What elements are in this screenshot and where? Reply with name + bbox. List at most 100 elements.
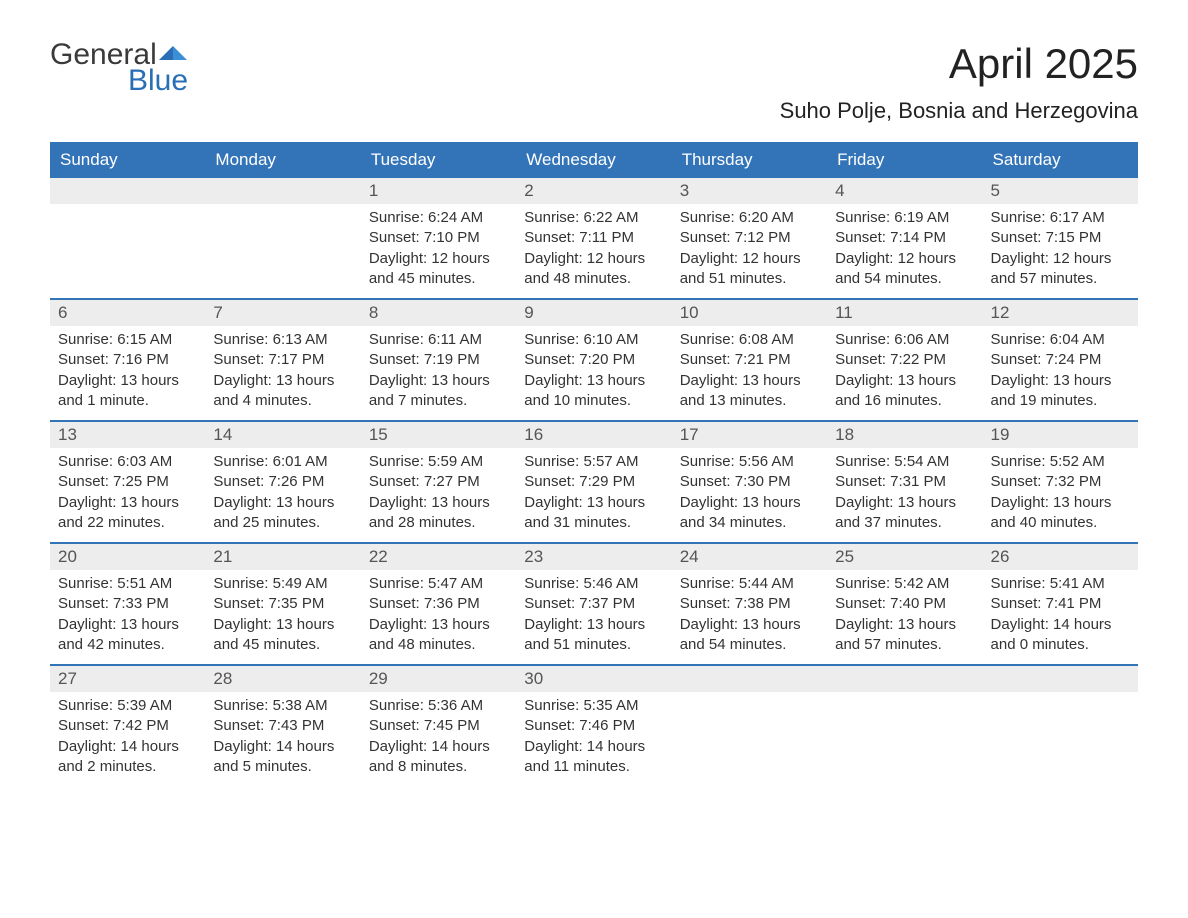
day-cell: 13Sunrise: 6:03 AMSunset: 7:25 PMDayligh… [50, 422, 205, 542]
day-body: Sunrise: 5:51 AMSunset: 7:33 PMDaylight:… [50, 570, 205, 663]
day-cell: 17Sunrise: 5:56 AMSunset: 7:30 PMDayligh… [672, 422, 827, 542]
day-number: 24 [672, 544, 827, 570]
sunrise-text: Sunrise: 5:54 AM [835, 452, 974, 472]
week-row: 27Sunrise: 5:39 AMSunset: 7:42 PMDayligh… [50, 664, 1138, 786]
sunrise-text: Sunrise: 6:24 AM [369, 208, 508, 228]
day-body: Sunrise: 5:47 AMSunset: 7:36 PMDaylight:… [361, 570, 516, 663]
sunrise-text: Sunrise: 5:36 AM [369, 696, 508, 716]
day-body: Sunrise: 6:11 AMSunset: 7:19 PMDaylight:… [361, 326, 516, 419]
sunset-text: Sunset: 7:33 PM [58, 594, 197, 614]
daylight-text: Daylight: 13 hours and 22 minutes. [58, 493, 197, 534]
day-cell: 4Sunrise: 6:19 AMSunset: 7:14 PMDaylight… [827, 178, 982, 298]
daylight-text: Daylight: 13 hours and 51 minutes. [524, 615, 663, 656]
day-number: 10 [672, 300, 827, 326]
day-body: Sunrise: 5:44 AMSunset: 7:38 PMDaylight:… [672, 570, 827, 663]
sunrise-text: Sunrise: 5:52 AM [991, 452, 1130, 472]
day-cell: 23Sunrise: 5:46 AMSunset: 7:37 PMDayligh… [516, 544, 671, 664]
sunset-text: Sunset: 7:41 PM [991, 594, 1130, 614]
day-body: Sunrise: 5:59 AMSunset: 7:27 PMDaylight:… [361, 448, 516, 541]
day-body: Sunrise: 6:20 AMSunset: 7:12 PMDaylight:… [672, 204, 827, 297]
day-cell: 6Sunrise: 6:15 AMSunset: 7:16 PMDaylight… [50, 300, 205, 420]
sunset-text: Sunset: 7:14 PM [835, 228, 974, 248]
sunset-text: Sunset: 7:12 PM [680, 228, 819, 248]
sunrise-text: Sunrise: 5:39 AM [58, 696, 197, 716]
weeks-container: 1Sunrise: 6:24 AMSunset: 7:10 PMDaylight… [50, 178, 1138, 786]
day-body: Sunrise: 5:36 AMSunset: 7:45 PMDaylight:… [361, 692, 516, 785]
day-body: Sunrise: 6:08 AMSunset: 7:21 PMDaylight:… [672, 326, 827, 419]
logo-text-2: Blue [128, 66, 188, 96]
sunrise-text: Sunrise: 5:38 AM [213, 696, 352, 716]
sunset-text: Sunset: 7:29 PM [524, 472, 663, 492]
day-body: Sunrise: 6:19 AMSunset: 7:14 PMDaylight:… [827, 204, 982, 297]
day-cell: 16Sunrise: 5:57 AMSunset: 7:29 PMDayligh… [516, 422, 671, 542]
daylight-text: Daylight: 14 hours and 8 minutes. [369, 737, 508, 778]
daylight-text: Daylight: 13 hours and 7 minutes. [369, 371, 508, 412]
day-number: 25 [827, 544, 982, 570]
day-body: Sunrise: 5:57 AMSunset: 7:29 PMDaylight:… [516, 448, 671, 541]
daylight-text: Daylight: 13 hours and 10 minutes. [524, 371, 663, 412]
sunset-text: Sunset: 7:17 PM [213, 350, 352, 370]
week-row: 1Sunrise: 6:24 AMSunset: 7:10 PMDaylight… [50, 178, 1138, 298]
daylight-text: Daylight: 13 hours and 25 minutes. [213, 493, 352, 534]
sunset-text: Sunset: 7:22 PM [835, 350, 974, 370]
day-number: 5 [983, 178, 1138, 204]
sunset-text: Sunset: 7:31 PM [835, 472, 974, 492]
sunrise-text: Sunrise: 5:59 AM [369, 452, 508, 472]
sunset-text: Sunset: 7:21 PM [680, 350, 819, 370]
day-number: 16 [516, 422, 671, 448]
daylight-text: Daylight: 12 hours and 45 minutes. [369, 249, 508, 290]
daylight-text: Daylight: 14 hours and 2 minutes. [58, 737, 197, 778]
day-cell: 15Sunrise: 5:59 AMSunset: 7:27 PMDayligh… [361, 422, 516, 542]
day-number: 15 [361, 422, 516, 448]
day-number [205, 178, 360, 204]
daylight-text: Daylight: 12 hours and 54 minutes. [835, 249, 974, 290]
sunset-text: Sunset: 7:30 PM [680, 472, 819, 492]
sunrise-text: Sunrise: 6:13 AM [213, 330, 352, 350]
day-number: 26 [983, 544, 1138, 570]
day-number: 9 [516, 300, 671, 326]
day-number: 6 [50, 300, 205, 326]
day-body: Sunrise: 5:54 AMSunset: 7:31 PMDaylight:… [827, 448, 982, 541]
day-body: Sunrise: 5:38 AMSunset: 7:43 PMDaylight:… [205, 692, 360, 785]
daylight-text: Daylight: 13 hours and 54 minutes. [680, 615, 819, 656]
day-number: 17 [672, 422, 827, 448]
day-body: Sunrise: 5:35 AMSunset: 7:46 PMDaylight:… [516, 692, 671, 785]
sunrise-text: Sunrise: 5:42 AM [835, 574, 974, 594]
page-header: General Blue April 2025 Suho Polje, Bosn… [50, 40, 1138, 124]
sunrise-text: Sunrise: 5:41 AM [991, 574, 1130, 594]
location-label: Suho Polje, Bosnia and Herzegovina [780, 98, 1138, 124]
day-number [827, 666, 982, 692]
daylight-text: Daylight: 13 hours and 42 minutes. [58, 615, 197, 656]
day-body: Sunrise: 6:15 AMSunset: 7:16 PMDaylight:… [50, 326, 205, 419]
daylight-text: Daylight: 13 hours and 40 minutes. [991, 493, 1130, 534]
sunset-text: Sunset: 7:35 PM [213, 594, 352, 614]
logo: General Blue [50, 40, 188, 96]
sunrise-text: Sunrise: 5:51 AM [58, 574, 197, 594]
sunrise-text: Sunrise: 5:56 AM [680, 452, 819, 472]
day-number: 19 [983, 422, 1138, 448]
sunrise-text: Sunrise: 5:44 AM [680, 574, 819, 594]
sunrise-text: Sunrise: 5:35 AM [524, 696, 663, 716]
week-row: 20Sunrise: 5:51 AMSunset: 7:33 PMDayligh… [50, 542, 1138, 664]
day-number: 30 [516, 666, 671, 692]
day-number: 11 [827, 300, 982, 326]
day-number: 1 [361, 178, 516, 204]
week-row: 13Sunrise: 6:03 AMSunset: 7:25 PMDayligh… [50, 420, 1138, 542]
day-number: 21 [205, 544, 360, 570]
day-number: 28 [205, 666, 360, 692]
daylight-text: Daylight: 12 hours and 51 minutes. [680, 249, 819, 290]
sunrise-text: Sunrise: 6:04 AM [991, 330, 1130, 350]
day-body: Sunrise: 6:10 AMSunset: 7:20 PMDaylight:… [516, 326, 671, 419]
daylight-text: Daylight: 14 hours and 11 minutes. [524, 737, 663, 778]
sunrise-text: Sunrise: 6:19 AM [835, 208, 974, 228]
day-body: Sunrise: 5:52 AMSunset: 7:32 PMDaylight:… [983, 448, 1138, 541]
day-cell: 19Sunrise: 5:52 AMSunset: 7:32 PMDayligh… [983, 422, 1138, 542]
calendar: Sunday Monday Tuesday Wednesday Thursday… [50, 142, 1138, 786]
daylight-text: Daylight: 13 hours and 13 minutes. [680, 371, 819, 412]
day-body: Sunrise: 6:01 AMSunset: 7:26 PMDaylight:… [205, 448, 360, 541]
day-cell: 21Sunrise: 5:49 AMSunset: 7:35 PMDayligh… [205, 544, 360, 664]
day-cell [50, 178, 205, 298]
week-row: 6Sunrise: 6:15 AMSunset: 7:16 PMDaylight… [50, 298, 1138, 420]
day-number: 13 [50, 422, 205, 448]
day-number: 22 [361, 544, 516, 570]
